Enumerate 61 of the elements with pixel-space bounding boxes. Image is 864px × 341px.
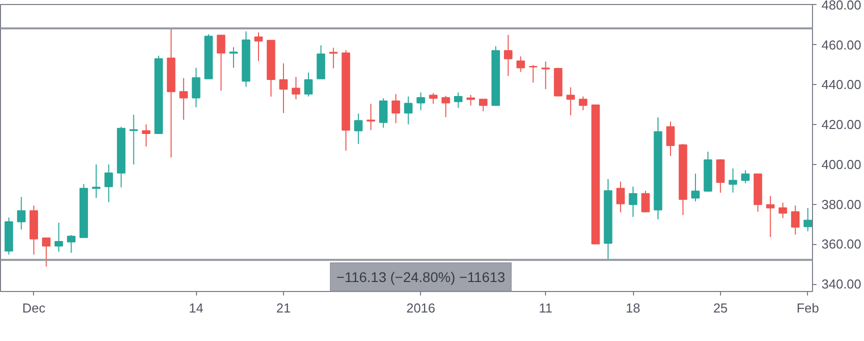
candlestick xyxy=(504,34,512,76)
candlestick xyxy=(442,95,450,118)
candlestick xyxy=(392,94,400,124)
candlestick xyxy=(628,186,638,218)
candlestick xyxy=(691,173,700,202)
candlestick xyxy=(379,98,388,128)
candlestick xyxy=(566,86,575,116)
y-tick-label: 380.00 xyxy=(822,196,862,212)
annotation: −116.13 (−24.80%) −11613 xyxy=(336,268,506,285)
candlestick xyxy=(478,98,488,112)
candlestick xyxy=(466,94,475,106)
candlestick xyxy=(804,207,812,232)
x-tick-label: 2016 xyxy=(406,300,436,316)
y-tick-label: 340.00 xyxy=(822,276,862,292)
candlestick xyxy=(142,124,150,148)
y-tick-label: 360.00 xyxy=(822,236,862,252)
candlestick xyxy=(578,96,588,111)
candlestick xyxy=(454,92,463,108)
candlestick xyxy=(366,103,376,131)
candlestick xyxy=(216,34,226,92)
candlestick xyxy=(641,190,650,213)
candlestick xyxy=(192,67,200,108)
x-tick-label: 18 xyxy=(626,300,640,316)
candlestick xyxy=(416,92,426,111)
candlestick xyxy=(791,205,800,236)
candlestick xyxy=(528,64,538,84)
x-tick-label: Dec xyxy=(22,300,46,316)
candlestick xyxy=(516,56,525,72)
candlestick xyxy=(254,32,263,62)
candlestick xyxy=(42,238,51,268)
candlestick xyxy=(279,62,288,114)
candlestick xyxy=(304,72,313,97)
y-tick-label: 480.00 xyxy=(822,0,862,12)
candlestick xyxy=(728,168,738,194)
candlestick xyxy=(716,158,725,194)
candlestick xyxy=(179,78,188,120)
y-tick-label: 420.00 xyxy=(822,117,862,132)
candlestick xyxy=(292,76,300,100)
y-tick-label: 400.00 xyxy=(822,156,862,172)
x-tick-label: 25 xyxy=(713,300,728,316)
y-tick-label: 460.00 xyxy=(822,37,862,52)
candlestick xyxy=(17,196,26,230)
candlestick xyxy=(429,92,438,104)
candlestick xyxy=(666,121,675,156)
x-tick-label: 21 xyxy=(276,300,291,316)
candlestick xyxy=(616,181,625,213)
candlestick xyxy=(541,61,550,90)
candlestick xyxy=(54,222,64,252)
candlestick xyxy=(229,46,238,68)
candlestick xyxy=(778,202,788,219)
candlestick xyxy=(354,113,363,144)
x-tick-label: Feb xyxy=(796,300,820,316)
candlestick xyxy=(104,164,113,203)
candlestick xyxy=(92,164,100,198)
candlestick xyxy=(67,234,76,254)
candlestick xyxy=(741,170,750,184)
y-tick-label: 440.00 xyxy=(822,77,862,92)
x-tick-label: 14 xyxy=(188,300,204,316)
candlestick xyxy=(404,96,413,125)
candlestick xyxy=(766,195,775,238)
x-tick-label: 11 xyxy=(538,300,552,316)
